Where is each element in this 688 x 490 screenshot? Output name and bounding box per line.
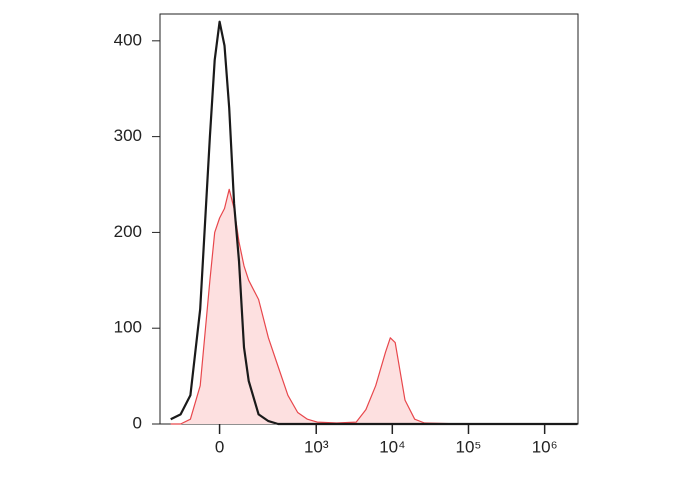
x-tick-label: 0 <box>215 437 224 456</box>
x-tick-label: 10³ <box>304 437 329 456</box>
y-tick-label: 200 <box>114 222 142 241</box>
histogram-line <box>170 188 578 425</box>
y-tick-label: 100 <box>114 318 142 337</box>
x-tick-label: 10⁵ <box>455 437 481 456</box>
y-tick-label: 0 <box>133 413 142 432</box>
y-tick-label: 300 <box>114 126 142 145</box>
x-tick-label: 10⁴ <box>379 437 405 456</box>
y-tick-label: 400 <box>114 30 142 49</box>
histogram-line <box>170 20 578 426</box>
x-tick-label: 10⁶ <box>532 437 558 456</box>
histogram-area <box>170 189 578 424</box>
